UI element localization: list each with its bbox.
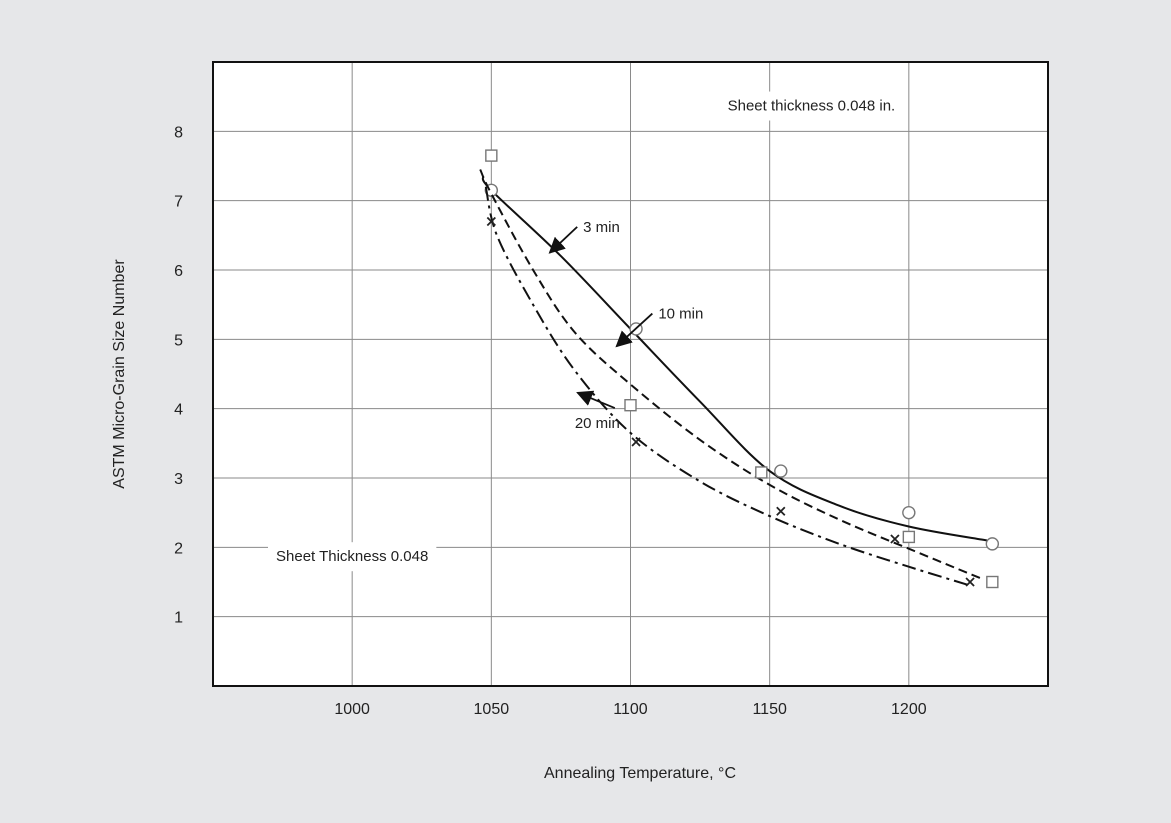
data-point bbox=[624, 399, 637, 412]
data-point bbox=[774, 464, 788, 478]
data-point bbox=[890, 534, 900, 544]
data-point bbox=[486, 216, 496, 227]
x-tick-label: 1000 bbox=[334, 701, 370, 718]
data-point bbox=[755, 466, 768, 479]
series-label: 10 min bbox=[658, 306, 703, 323]
x-axis-title: Annealing Temperature, °C bbox=[544, 765, 736, 782]
plot-frame bbox=[212, 61, 1049, 687]
y-tick-label: 8 bbox=[174, 124, 183, 141]
y-tick-label: 6 bbox=[174, 263, 183, 280]
series-10-min bbox=[479, 149, 999, 589]
plot-note-background bbox=[719, 91, 904, 121]
annotation-arrow bbox=[615, 312, 653, 348]
y-tick-label: 5 bbox=[174, 332, 183, 349]
x-tick-label: 1200 bbox=[891, 701, 927, 718]
tick-layer: 1000 1050 1100 1150 1200 1 2 3 4 5 6 7 8 bbox=[174, 124, 927, 718]
y-axis-title: ASTM Micro-Grain Size Number bbox=[111, 259, 128, 489]
data-point bbox=[631, 437, 641, 447]
series-line bbox=[484, 186, 971, 587]
notes-layer: Sheet thickness 0.048 in. Sheet Thickness… bbox=[268, 91, 904, 572]
y-tick-label: 2 bbox=[174, 540, 183, 557]
y-tick-label: 7 bbox=[174, 194, 183, 211]
x-tick-label: 1150 bbox=[752, 701, 787, 718]
data-point bbox=[902, 505, 916, 520]
y-tick-label: 4 bbox=[174, 402, 183, 419]
y-tick-label: 1 bbox=[174, 610, 183, 627]
data-point bbox=[986, 575, 999, 589]
series-line bbox=[479, 169, 982, 580]
series-20-min bbox=[484, 186, 975, 587]
data-point bbox=[485, 149, 498, 162]
annotation-arrow bbox=[548, 226, 578, 254]
data-point bbox=[902, 530, 916, 544]
plot-note: Sheet thickness 0.048 in. bbox=[728, 98, 896, 115]
plot-note-background bbox=[268, 542, 437, 572]
series-layer bbox=[479, 149, 1000, 589]
x-tick-label: 1050 bbox=[474, 701, 510, 718]
annotation-layer: 3 min 10 min 20 min bbox=[548, 219, 703, 432]
data-point bbox=[985, 537, 1000, 551]
x-tick-label: 1100 bbox=[613, 701, 648, 718]
data-point bbox=[776, 506, 786, 516]
series-line bbox=[481, 175, 987, 542]
series-label: 20 min bbox=[575, 415, 620, 432]
data-point bbox=[965, 577, 975, 587]
plot-note: Sheet Thickness 0.048 bbox=[276, 548, 428, 565]
y-tick-label: 3 bbox=[174, 471, 183, 488]
series-label: 3 min bbox=[583, 219, 620, 236]
annotation-arrow bbox=[576, 390, 616, 409]
